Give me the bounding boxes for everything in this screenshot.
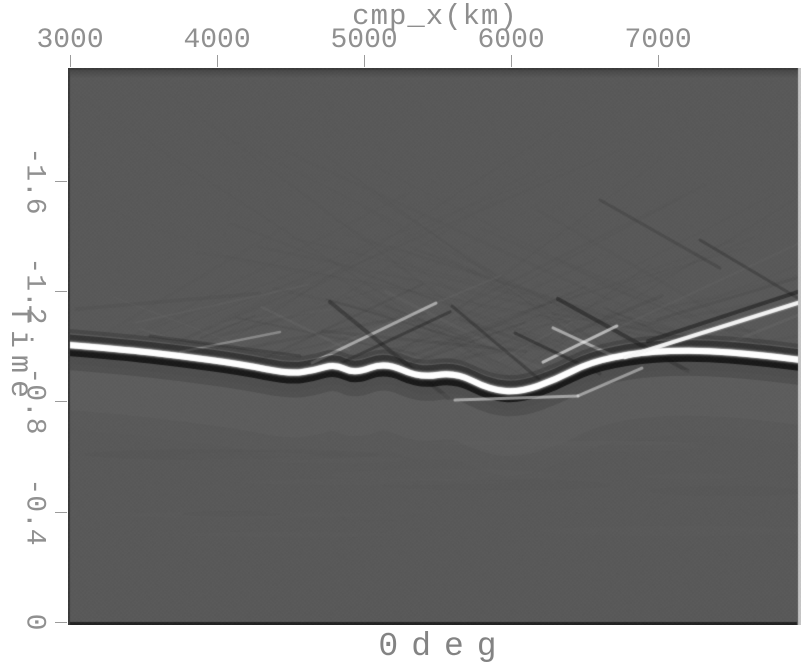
x-axis-tick-label: 6000 bbox=[477, 25, 545, 56]
x-axis-tick bbox=[658, 55, 660, 67]
y-axis-tick bbox=[55, 511, 67, 513]
x-axis-tick bbox=[364, 55, 366, 67]
x-axis-tick-label: 3000 bbox=[36, 25, 104, 56]
figure-title: 0deg bbox=[378, 628, 510, 665]
y-axis-tick-label: -0.8 bbox=[18, 367, 50, 436]
y-axis-tick bbox=[55, 291, 67, 293]
x-axis-tick bbox=[511, 55, 513, 67]
seismic-image-canvas bbox=[68, 68, 801, 625]
y-axis-tick-label: 0 bbox=[18, 613, 50, 631]
x-axis-tick bbox=[217, 55, 219, 67]
y-axis-tick bbox=[55, 401, 67, 403]
y-axis-tick bbox=[55, 621, 67, 623]
x-axis-tick-label: 4000 bbox=[183, 25, 251, 56]
y-axis-tick-label: -1.6 bbox=[18, 147, 50, 215]
y-axis-tick bbox=[55, 180, 67, 182]
x-axis-tick bbox=[70, 55, 72, 67]
y-axis-tick-label: -1.2 bbox=[18, 257, 50, 325]
y-axis-tick-label: -0.4 bbox=[18, 478, 50, 546]
x-axis-title: cmp_x(km) bbox=[352, 0, 518, 33]
x-axis-tick-label: 7000 bbox=[624, 25, 692, 56]
x-axis-tick-label: 5000 bbox=[330, 25, 398, 56]
